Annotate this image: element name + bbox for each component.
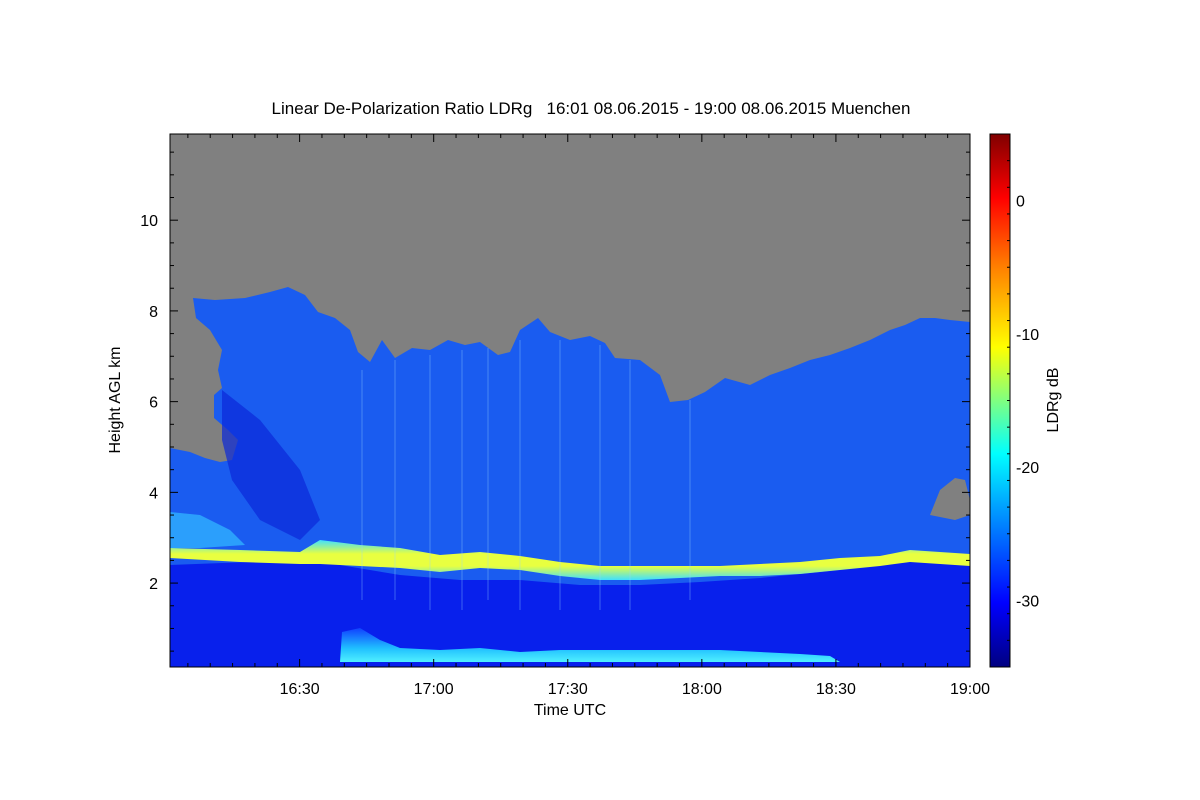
plot-area [170,134,970,667]
ticks-layer [170,134,971,667]
y-tick-label: 4 [149,485,158,502]
y-tick-label: 6 [149,395,158,412]
y-tick-label: 2 [149,576,158,593]
y-axis-label: Height AGL km [107,346,124,453]
x-tick-label: 17:00 [414,681,454,698]
colorbar-tick-label: -10 [1016,327,1039,344]
y-tick-label: 8 [149,304,158,321]
colorbar-label: LDRg dB [1045,368,1062,433]
vertical-streaks [361,340,691,610]
layer-2p5km [170,540,970,580]
x-tick-label: 19:00 [950,681,990,698]
cyan-layer-left [170,512,245,548]
chart-title: Linear De-Polarization Ratio LDRg 16:01 … [272,99,911,118]
colorbar-ticks: -30 -20 -10 0 [1007,133,1039,668]
dark-cloud-patch [222,390,320,540]
x-tick-label: 17:30 [548,681,588,698]
x-tick-label: 18:30 [816,681,856,698]
y-tick-labels: 2 4 6 8 10 [140,213,158,593]
plot-frame [169,133,971,668]
x-axis-label: Time UTC [534,702,606,719]
x-tick-label: 16:30 [280,681,320,698]
y-tick-label: 10 [140,213,158,230]
x-tick-labels: 16:30 17:00 17:30 18:00 18:30 19:00 [280,681,991,698]
colorbar-tick-label: -30 [1016,593,1039,610]
colorbar-tick-label: -20 [1016,460,1039,477]
gray-gap-right [930,478,970,520]
near-surface-layer [340,628,840,662]
x-tick-label: 18:00 [682,681,722,698]
colorbar-tick-label: 0 [1016,194,1025,211]
